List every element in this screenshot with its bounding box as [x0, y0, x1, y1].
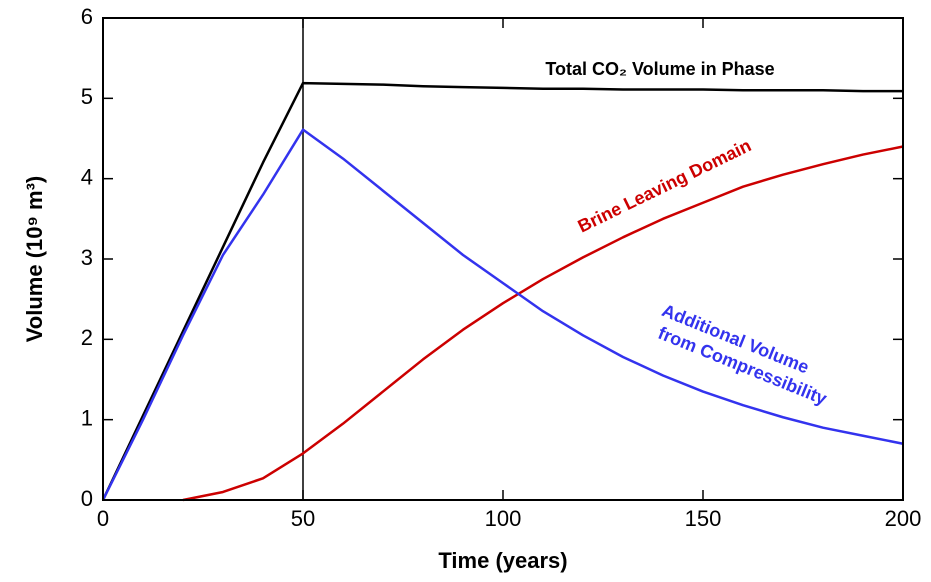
x-tick-label: 0 [97, 506, 109, 531]
x-tick-label: 150 [685, 506, 722, 531]
x-tick-label: 50 [291, 506, 315, 531]
annotation: Brine Leaving Domain [575, 135, 755, 236]
y-tick-label: 5 [81, 84, 93, 109]
series-line [101, 128, 904, 501]
y-tick-label: 0 [81, 486, 93, 511]
y-tick-label: 3 [81, 245, 93, 270]
y-tick-label: 6 [81, 4, 93, 29]
x-axis-title: Time (years) [438, 548, 567, 573]
annotation: Total CO₂ Volume in Phase [545, 59, 774, 79]
y-tick-label: 4 [81, 164, 93, 189]
series-line [101, 81, 903, 501]
series-line [182, 145, 904, 502]
x-tick-label: 100 [485, 506, 522, 531]
plot-frame [102, 17, 904, 501]
y-axis-title: Volume (10⁹ m³) [22, 176, 47, 343]
x-tick-label: 200 [885, 506, 922, 531]
y-tick-label: 1 [81, 405, 93, 430]
y-tick-label: 2 [81, 325, 93, 350]
